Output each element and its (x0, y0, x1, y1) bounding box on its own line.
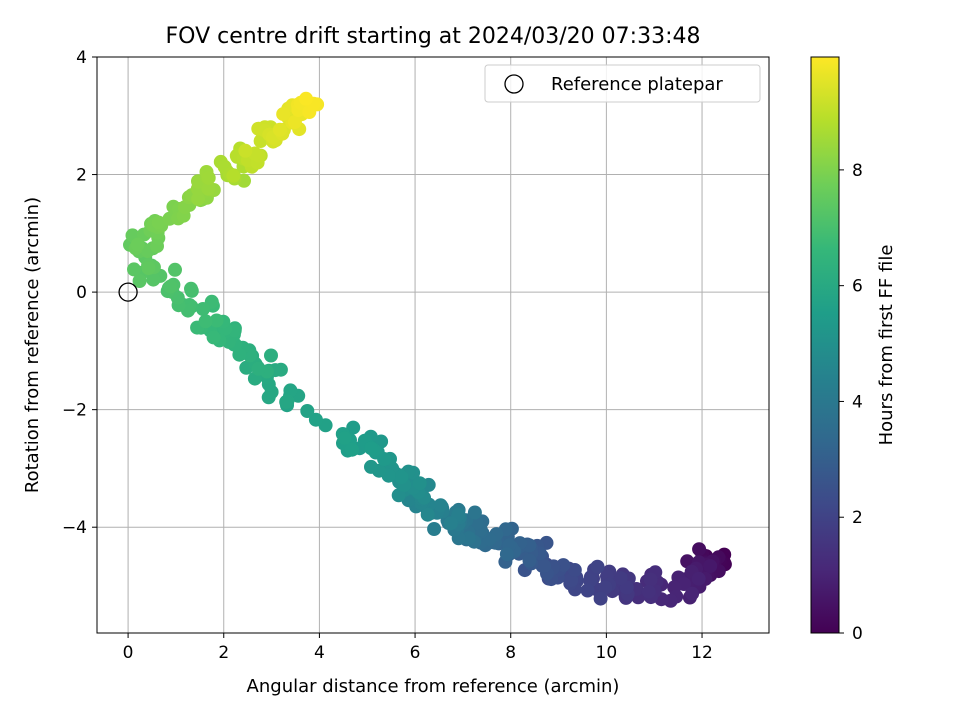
y-tick-label: 2 (76, 166, 87, 186)
scatter-point (522, 553, 537, 568)
scatter-point (130, 237, 145, 252)
colorbar-tick-label: 6 (852, 277, 863, 297)
scatter-point (300, 404, 315, 418)
y-tick-label: 4 (76, 48, 87, 68)
x-tick-label: 4 (314, 643, 325, 663)
scatter-point (420, 507, 435, 522)
colorbar-gradient (811, 57, 839, 633)
scatter-point (427, 522, 442, 536)
scatter-point (345, 442, 360, 457)
scatter-point (201, 181, 216, 196)
colorbar-tick-label: 0 (852, 624, 863, 644)
data-points (123, 91, 732, 608)
scatter-point (251, 361, 266, 376)
scatter-point (163, 279, 178, 294)
scatter-point (391, 488, 406, 503)
scatter-point (168, 262, 182, 277)
scatter-point (141, 261, 156, 276)
reference-platepar-marker (118, 282, 138, 302)
scatter-point (364, 441, 379, 456)
scatter-point (279, 395, 294, 409)
scatter-point (537, 558, 552, 573)
scatter-point (127, 262, 141, 277)
colorbar-label: Hours from first FF file (876, 245, 897, 446)
scatter-point (394, 470, 409, 484)
scatter-point (443, 516, 458, 531)
scatter-point (196, 302, 210, 316)
scatter-point (206, 330, 221, 345)
legend: Reference platepar (484, 64, 761, 103)
scatter-point (567, 563, 582, 577)
y-tick-label: −2 (62, 401, 87, 421)
y-axis-label: Rotation from reference (arcmin) (22, 197, 43, 493)
scatter-point (184, 281, 198, 296)
scatter-point (146, 272, 161, 287)
scatter-point (283, 383, 298, 398)
x-tick-label: 8 (505, 643, 516, 663)
scatter-point (590, 559, 605, 574)
scatter-point (238, 143, 253, 158)
scatter-point (264, 348, 278, 363)
scatter-point (580, 583, 595, 598)
scatter-point (462, 531, 476, 546)
colorbar: 0 2 4 6 8 Hours from first FF file (810, 56, 897, 644)
y-axis: −4 −2 0 2 4 (62, 48, 97, 538)
x-axis: 0 2 4 6 8 10 12 (123, 633, 713, 663)
scatter-point (643, 572, 658, 587)
scatter-point (685, 586, 700, 601)
chart-title: FOV centre drift starting at 2024/03/20 … (166, 24, 701, 49)
colorbar-frame (810, 56, 840, 634)
y-tick-label: 0 (76, 283, 87, 303)
x-tick-label: 6 (410, 643, 421, 663)
x-tick-label: 12 (691, 643, 713, 663)
scatter-point (346, 420, 361, 435)
scatter-point (151, 215, 166, 230)
scatter-point (691, 571, 706, 586)
scatter-point (201, 170, 216, 185)
scatter-point (364, 459, 378, 474)
plot-frame (96, 56, 770, 634)
scatter-point (641, 584, 656, 599)
colorbar-tick-label: 4 (852, 392, 863, 412)
legend-box (484, 64, 761, 103)
x-axis-label: Angular distance from reference (arcmin) (247, 676, 620, 697)
scatter-point (191, 191, 206, 206)
legend-marker-icon (504, 74, 524, 94)
colorbar-tick-label: 8 (852, 161, 863, 181)
scatter-point (433, 498, 448, 513)
grid (97, 56, 769, 633)
scatter-point (593, 591, 608, 606)
scatter-point (272, 122, 287, 137)
scatter-point (598, 580, 613, 595)
x-tick-label: 2 (218, 643, 229, 663)
scatter-point (276, 107, 291, 122)
scatter-point (299, 91, 313, 106)
scatter-point (467, 505, 482, 520)
x-tick-label: 0 (123, 643, 134, 663)
colorbar-ticks: 0 2 4 6 8 (839, 161, 863, 644)
colorbar-tick-label: 2 (852, 508, 863, 528)
scatter-point (308, 412, 323, 427)
x-tick-label: 10 (596, 643, 618, 663)
scatter-point (132, 274, 147, 288)
scatter-point (412, 476, 427, 491)
scatter-point (499, 547, 514, 562)
legend-label: Reference platepar (551, 74, 723, 95)
scatter-point (287, 115, 302, 129)
scatter-point (337, 431, 352, 445)
scatter-point (703, 559, 718, 574)
y-tick-label: −4 (62, 518, 87, 538)
scatter-point (692, 542, 707, 557)
scatter-point (209, 313, 224, 328)
scatter-point (613, 571, 628, 586)
scatter-point (273, 362, 288, 377)
scatter-point (198, 314, 213, 329)
scatter-point (226, 168, 241, 183)
